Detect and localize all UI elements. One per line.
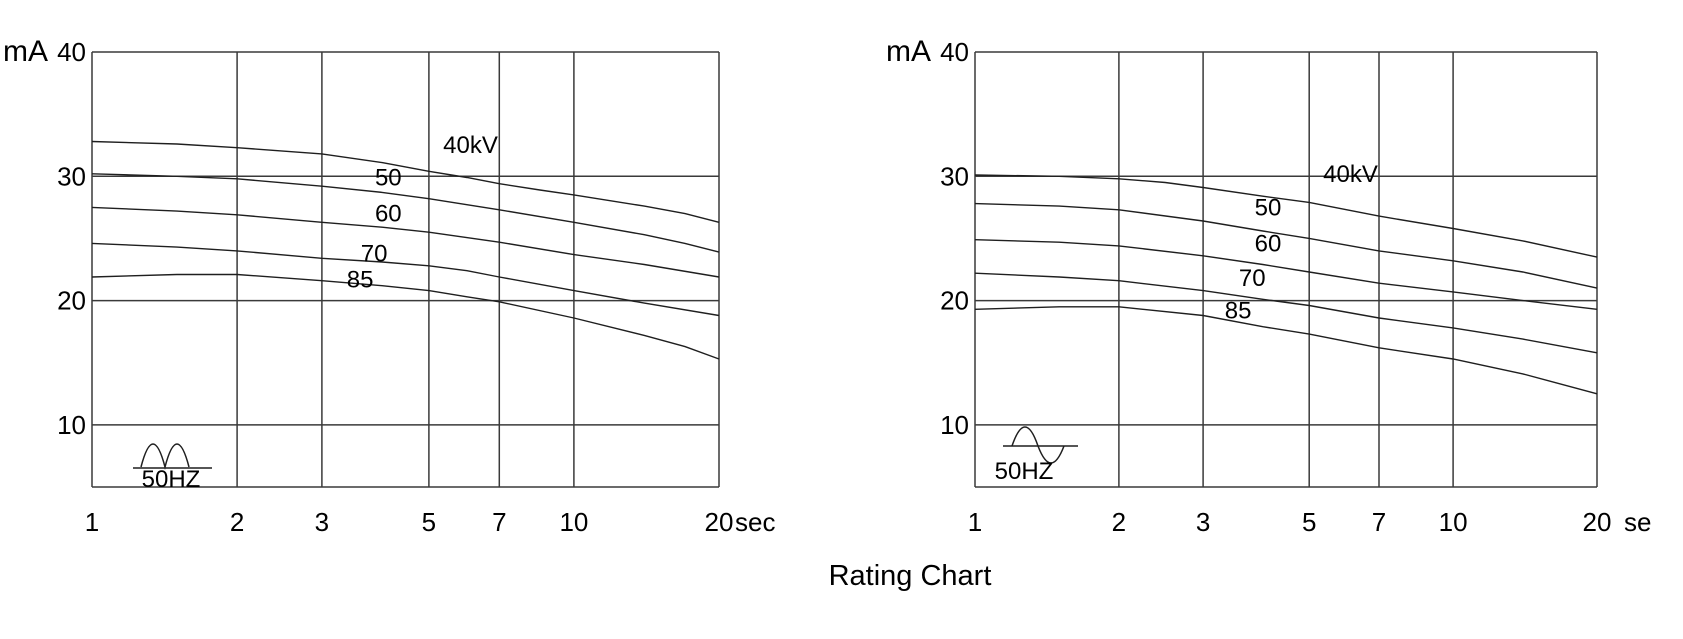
curve-60kV [91, 206, 720, 278]
curve-85kV [974, 306, 1598, 395]
curve-label-40kV: 40kV [443, 132, 498, 159]
curve-label-70kV: 70 [1239, 265, 1266, 292]
curve-label-40kV: 40kV [1323, 161, 1378, 188]
full-wave-rectified-waveform-icon [140, 443, 190, 470]
x-tick-label-1: 1 [968, 507, 982, 537]
sine-wave-icon [1011, 426, 1065, 464]
y-axis-unit-label: mA [886, 35, 931, 68]
y-tick-label-10: 10 [940, 410, 969, 440]
x-axis-unit-label: se [1624, 507, 1651, 537]
x-tick-label-5: 5 [422, 507, 436, 537]
x-tick-label-10: 10 [1439, 507, 1468, 537]
y-tick-label-40: 40 [940, 37, 969, 67]
curve-label-50kV: 50 [1255, 194, 1282, 221]
x-tick-label-3: 3 [1196, 507, 1210, 537]
x-tick-label-10: 10 [559, 507, 588, 537]
x-tick-label-3: 3 [315, 507, 329, 537]
x-tick-label-1: 1 [85, 507, 99, 537]
curve-label-70kV: 70 [361, 240, 388, 267]
curve-label-60kV: 60 [375, 201, 402, 228]
x-tick-label-20: 20 [1583, 507, 1612, 537]
y-axis-unit-label: mA [3, 35, 48, 68]
curve-label-50kV: 50 [375, 165, 402, 192]
y-tick-label-30: 30 [940, 161, 969, 191]
curve-label-85kV: 85 [347, 266, 374, 293]
frequency-label: 50HZ [142, 466, 201, 493]
y-tick-label-30: 30 [57, 161, 86, 191]
x-tick-label-7: 7 [1372, 507, 1386, 537]
curve-70kV [91, 242, 720, 317]
curve-label-60kV: 60 [1255, 230, 1282, 257]
y-tick-label-40: 40 [57, 37, 86, 67]
x-tick-label-20: 20 [705, 507, 734, 537]
curve-70kV [974, 272, 1598, 354]
frequency-label: 50HZ [995, 458, 1054, 485]
curve-40kV [974, 174, 1598, 258]
y-tick-label-20: 20 [940, 286, 969, 316]
x-tick-label-2: 2 [230, 507, 244, 537]
x-tick-label-5: 5 [1302, 507, 1316, 537]
x-tick-label-2: 2 [1112, 507, 1126, 537]
curve-label-85kV: 85 [1225, 298, 1252, 325]
y-tick-label-10: 10 [57, 410, 86, 440]
chart-caption: Rating Chart [828, 560, 992, 592]
x-axis-unit-label: sec [735, 507, 775, 537]
curve-40kV [91, 140, 720, 223]
curve-50kV [91, 173, 720, 253]
x-tick-label-7: 7 [492, 507, 506, 537]
curve-50kV [974, 202, 1598, 289]
curve-60kV [974, 239, 1598, 310]
curve-85kV [91, 273, 720, 360]
y-tick-label-20: 20 [57, 286, 86, 316]
